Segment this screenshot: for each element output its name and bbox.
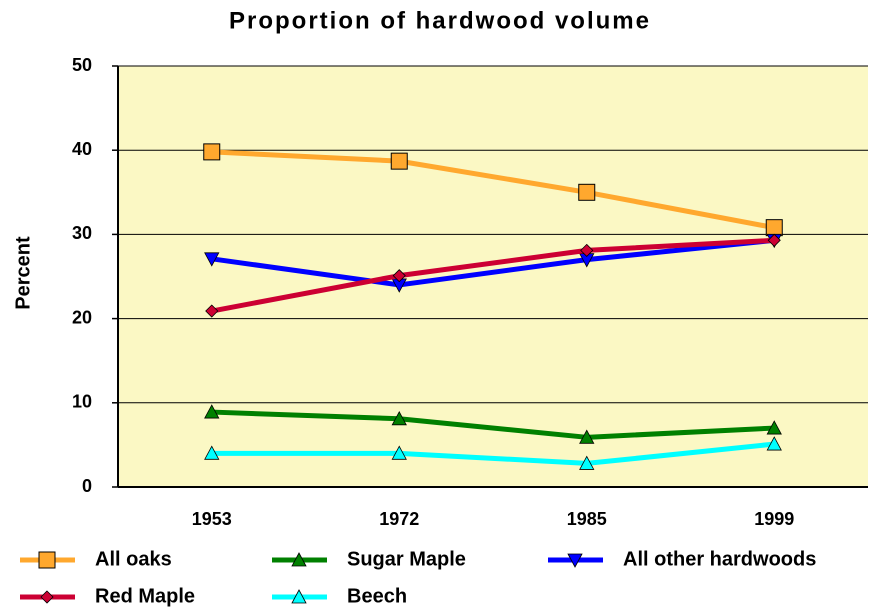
x-tick-label: 1999 (754, 509, 794, 529)
legend-label: All oaks (95, 548, 172, 570)
data-point (391, 445, 407, 460)
legend-label: Sugar Maple (347, 548, 466, 570)
plot-area (118, 66, 868, 487)
series-layer (203, 143, 783, 470)
chart-title: Proportion of hardwood volume (229, 7, 651, 34)
legend-label: All other hardwoods (623, 548, 816, 570)
series-line (211, 409, 775, 440)
data-point (765, 219, 783, 237)
legend: All oaks Sugar Maple All other hardwoods Re… (20, 548, 816, 607)
data-point (391, 410, 407, 426)
data-point (203, 143, 221, 161)
grid: 0 10 20 30 40 50 1953 1972 1985 1999 (72, 55, 868, 529)
data-point (204, 252, 220, 267)
data-point (392, 269, 406, 283)
data-point (390, 152, 408, 170)
series-line (211, 237, 775, 314)
series-line (211, 237, 775, 288)
x-tick-label: 1953 (192, 509, 232, 529)
legend-label: Red Maple (95, 585, 195, 607)
y-tick-label: 10 (72, 392, 92, 412)
series-line (211, 441, 775, 466)
data-point (204, 445, 220, 460)
data-point (766, 420, 782, 435)
y-tick-label: 20 (72, 307, 92, 327)
y-tick-label: 40 (72, 139, 92, 159)
x-tick-label: 1972 (379, 509, 419, 529)
legend-marker (38, 551, 56, 569)
data-point (579, 429, 595, 444)
legend-marker (291, 589, 307, 604)
legend-marker (291, 552, 307, 567)
data-point (205, 304, 219, 318)
x-tick-label: 1985 (567, 509, 607, 529)
data-point (580, 243, 594, 257)
data-point (767, 233, 781, 247)
data-point (578, 183, 596, 201)
y-tick-label: 30 (72, 223, 92, 243)
data-point (204, 404, 220, 419)
legend-marker (40, 590, 54, 604)
y-tick-label: 0 (82, 476, 92, 496)
legend-label: Beech (347, 585, 407, 607)
legend-marker (567, 553, 583, 568)
y-tick-label: 50 (72, 55, 92, 75)
data-point (579, 455, 595, 470)
data-point (766, 436, 782, 451)
series-line (211, 149, 775, 231)
y-axis-label: Percent (12, 236, 34, 310)
